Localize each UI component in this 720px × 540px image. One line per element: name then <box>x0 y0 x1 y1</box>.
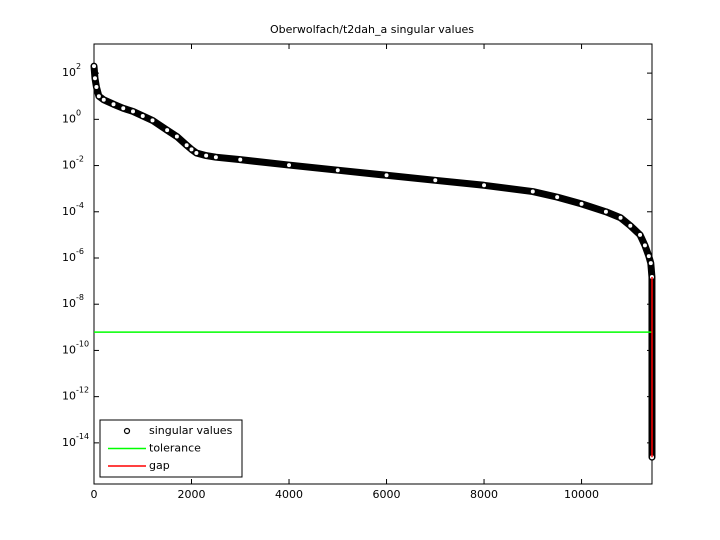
data-point <box>164 127 171 134</box>
data-point <box>286 162 293 169</box>
data-point <box>173 133 180 140</box>
y-tick-label: 10-2 <box>62 154 84 172</box>
data-point <box>91 75 98 82</box>
x-tick-label: 2000 <box>178 488 206 501</box>
y-tick-label: 102 <box>62 62 81 80</box>
legend-label: singular values <box>149 424 233 437</box>
y-tick-label: 100 <box>62 108 81 126</box>
data-point <box>481 182 488 189</box>
data-point <box>183 142 190 149</box>
data-point <box>139 112 146 119</box>
data-point <box>110 101 117 108</box>
data-point <box>645 253 652 260</box>
data-point <box>602 208 609 215</box>
x-tick-label: 0 <box>91 488 98 501</box>
y-tick-label: 10-6 <box>62 246 84 264</box>
data-point <box>193 149 200 156</box>
y-tick-label: 10-10 <box>62 339 89 357</box>
data-point <box>637 231 644 238</box>
y-tick-label: 10-12 <box>62 385 89 403</box>
data-point <box>93 84 100 91</box>
data-point <box>529 188 536 195</box>
data-point <box>212 154 219 161</box>
data-point <box>91 63 97 70</box>
y-tick-label: 10-8 <box>62 293 84 311</box>
data-point <box>237 156 244 163</box>
legend-marker <box>123 427 131 435</box>
data-point <box>383 172 390 179</box>
data-point <box>188 146 195 153</box>
data-point <box>149 117 156 124</box>
x-tick-label: 8000 <box>470 488 498 501</box>
legend-label: tolerance <box>149 442 201 455</box>
data-point <box>578 200 585 207</box>
y-tick-label: 10-14 <box>62 431 89 449</box>
data-point <box>647 260 654 267</box>
data-point <box>100 96 107 103</box>
x-tick-label: 10000 <box>564 488 599 501</box>
data-point <box>203 152 210 159</box>
data-point <box>627 222 634 229</box>
data-point <box>641 242 648 249</box>
data-point <box>617 214 624 221</box>
data-point <box>432 177 439 184</box>
data-point <box>334 167 341 174</box>
x-tick-label: 4000 <box>275 488 303 501</box>
data-point <box>130 108 137 115</box>
chart-title: Oberwolfach/t2dah_a singular values <box>270 23 474 36</box>
data-point <box>120 105 127 112</box>
y-tick-label: 10-4 <box>62 200 84 218</box>
legend-label: gap <box>149 459 170 472</box>
x-tick-label: 6000 <box>373 488 401 501</box>
data-point <box>95 93 102 100</box>
data-point <box>554 194 561 201</box>
